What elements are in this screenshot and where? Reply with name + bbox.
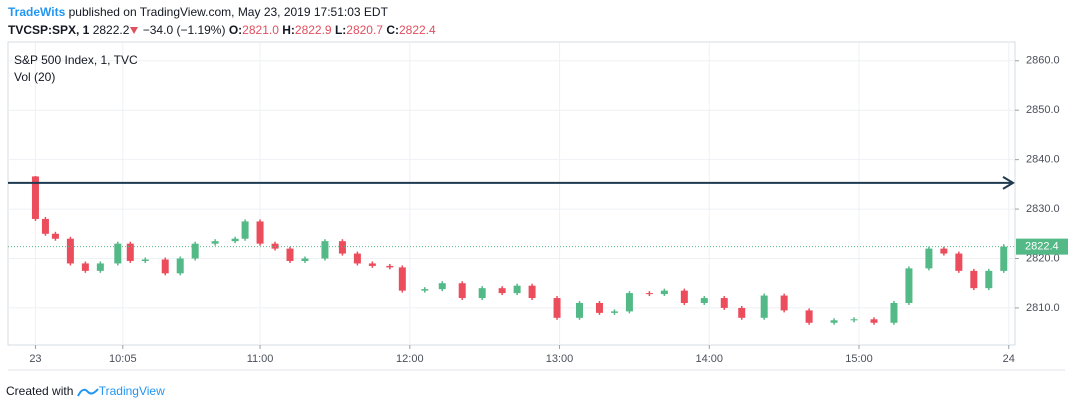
last-price-label: 2822.4 bbox=[1025, 241, 1059, 253]
y-tick-label: 2810.0 bbox=[1026, 302, 1060, 314]
candle-body bbox=[211, 241, 219, 244]
candle-body bbox=[610, 311, 618, 313]
footer: Created with TradingView bbox=[6, 384, 165, 398]
candle-body bbox=[625, 293, 633, 312]
price: 2822.2 bbox=[92, 23, 130, 37]
candle-body bbox=[386, 265, 394, 268]
candle-body bbox=[805, 310, 813, 323]
candle-body bbox=[870, 319, 878, 323]
candle-body bbox=[478, 288, 486, 299]
candle-body bbox=[850, 319, 858, 321]
candle-body bbox=[890, 302, 898, 323]
down-arrow-icon bbox=[130, 27, 139, 35]
candle-body bbox=[301, 258, 309, 261]
candle-body bbox=[925, 248, 933, 269]
y-tick-label: 2820.0 bbox=[1026, 252, 1060, 264]
candle-body bbox=[700, 298, 708, 303]
candle-body bbox=[513, 285, 521, 294]
candle-body bbox=[970, 270, 978, 289]
plot-frame bbox=[7, 41, 1016, 346]
candle-body bbox=[830, 320, 838, 323]
candle-body bbox=[680, 290, 688, 303]
candle-body bbox=[31, 176, 39, 219]
x-tick-label: 23 bbox=[29, 353, 41, 365]
candle-body bbox=[760, 295, 768, 318]
o-label: O: bbox=[228, 23, 243, 37]
o-value: 2821.0 bbox=[242, 23, 279, 37]
candle-body bbox=[41, 218, 49, 234]
x-tick-label: 11:00 bbox=[247, 353, 274, 365]
candle-body bbox=[241, 221, 249, 239]
brand-logo bbox=[76, 388, 99, 397]
candle-body bbox=[51, 233, 59, 239]
l-value: 2820.7 bbox=[346, 23, 383, 37]
candle-body bbox=[595, 302, 603, 313]
x-tick-label: 15:00 bbox=[845, 353, 873, 365]
candle-body bbox=[955, 253, 963, 271]
candle-body bbox=[398, 267, 406, 291]
change: −34.0 (−1.19%) bbox=[142, 23, 226, 37]
x-tick-label: 13:00 bbox=[546, 353, 574, 365]
l-label: L: bbox=[334, 23, 347, 37]
y-tick-label: 2860.0 bbox=[1026, 55, 1060, 67]
candle-body bbox=[141, 259, 149, 261]
candle-body bbox=[940, 248, 948, 254]
candle-body bbox=[286, 248, 294, 261]
created-with: Created with bbox=[6, 384, 74, 398]
candle-body bbox=[256, 221, 264, 244]
published: published on TradingView.com, May 23, 20… bbox=[68, 5, 388, 19]
y-tick-label: 2850.0 bbox=[1026, 104, 1060, 116]
h-value: 2822.9 bbox=[294, 23, 332, 37]
x-tick-label: 14:00 bbox=[696, 353, 724, 365]
candle-body bbox=[114, 243, 122, 264]
candle-body bbox=[645, 293, 653, 295]
candle-body bbox=[126, 243, 134, 261]
candle-body bbox=[66, 238, 74, 264]
y-tick-label: 2840.0 bbox=[1026, 154, 1060, 166]
h-label: H: bbox=[282, 23, 295, 37]
candle-body bbox=[498, 288, 506, 294]
candle-body bbox=[576, 302, 584, 318]
symbol: TVCSP:SPX, 1 bbox=[8, 23, 90, 37]
chart: 2810.0 2820.0 2830.0 2840.0 2850.0 2860.0 23 10… bbox=[7, 41, 1068, 371]
candle-body bbox=[1000, 246, 1008, 271]
candle-body bbox=[231, 238, 239, 242]
ray-arrowhead bbox=[1002, 176, 1015, 190]
header-line-1: TradeWits published on TradingView.com, … bbox=[8, 5, 388, 19]
candle-body bbox=[985, 270, 993, 289]
author[interactable]: TradeWits bbox=[8, 5, 66, 19]
candle-body bbox=[780, 295, 788, 311]
candle-body bbox=[421, 289, 429, 291]
header-line-2: TVCSP:SPX, 1 2822.2 −34.0 (−1.19%) O:282… bbox=[8, 23, 436, 37]
candle-body bbox=[96, 263, 104, 271]
candle-body bbox=[553, 298, 561, 318]
x-tick-label: 24 bbox=[1003, 353, 1015, 365]
y-tick-label: 2830.0 bbox=[1026, 203, 1060, 215]
candle-body bbox=[81, 263, 89, 271]
last-price-box bbox=[1016, 238, 1068, 255]
candle-body bbox=[368, 263, 376, 266]
candle-body bbox=[161, 259, 169, 274]
candle-body bbox=[528, 285, 536, 299]
x-tick-label: 12:00 bbox=[396, 353, 424, 365]
candle-body bbox=[338, 241, 346, 254]
candle-body bbox=[353, 253, 361, 264]
candle-body bbox=[321, 241, 329, 259]
candle-body bbox=[438, 283, 446, 290]
candle-body bbox=[720, 298, 728, 308]
brand[interactable]: TradingView bbox=[98, 384, 165, 398]
candle-body bbox=[176, 258, 184, 274]
candle-body bbox=[660, 290, 668, 295]
candle-body bbox=[191, 243, 199, 259]
x-tick-label: 10:05 bbox=[109, 353, 137, 365]
candle-body bbox=[458, 283, 466, 299]
candle-body bbox=[905, 268, 913, 303]
candle-body bbox=[738, 307, 746, 318]
c-value: 2822.4 bbox=[398, 23, 436, 37]
c-label: C: bbox=[386, 23, 399, 37]
